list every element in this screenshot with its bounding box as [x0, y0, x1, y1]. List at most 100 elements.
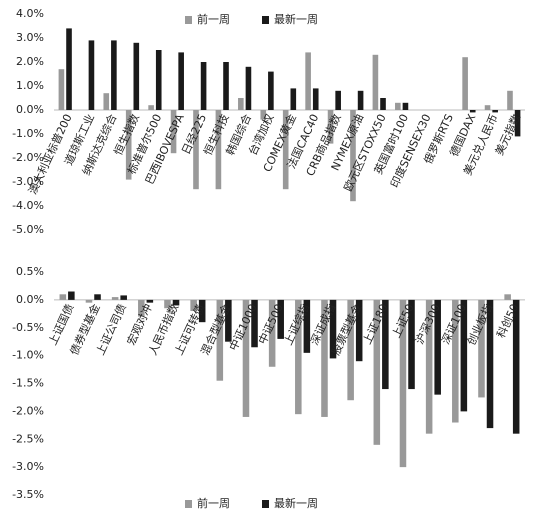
bar: [350, 110, 356, 202]
y-tick-label: 2.0%: [16, 55, 44, 68]
y-tick-label: -1.5%: [12, 377, 44, 390]
bar: [170, 110, 177, 154]
bar: [66, 28, 72, 110]
legend-label: 前一周: [197, 496, 230, 510]
bar: [295, 299, 302, 415]
bar: [242, 299, 250, 417]
bar: [172, 299, 180, 306]
bar: [282, 110, 289, 190]
y-tick-label: -4.0%: [12, 199, 44, 212]
bar: [504, 294, 511, 300]
y-tick-label: -2.5%: [12, 432, 44, 445]
bar: [462, 57, 468, 110]
bar: [88, 40, 95, 110]
bar: [452, 299, 459, 423]
legend-swatch: [185, 500, 192, 508]
bar: [193, 110, 199, 190]
bar: [103, 93, 110, 110]
bar: [94, 294, 101, 300]
legend-swatch: [262, 500, 269, 508]
bar: [138, 299, 145, 317]
bar: [290, 88, 297, 110]
bar: [120, 295, 127, 300]
y-tick-label: -5.0%: [12, 223, 44, 236]
bar: [514, 110, 521, 137]
bar: [245, 66, 252, 110]
bar: [329, 299, 337, 359]
bar: [268, 299, 276, 367]
bar: [507, 90, 513, 110]
legend-swatch: [262, 16, 269, 24]
y-tick-label: 0.5%: [16, 265, 44, 278]
bar: [425, 299, 433, 434]
bar: [486, 299, 494, 429]
bar: [321, 299, 328, 417]
legend-label: 最新一周: [274, 496, 318, 510]
bar: [399, 299, 407, 468]
bar: [111, 40, 117, 110]
bar: [327, 110, 334, 144]
bar: [59, 294, 67, 300]
bar: [268, 71, 274, 110]
bar: [347, 299, 354, 401]
y-tick-label: 4.0%: [16, 7, 44, 20]
y-tick-label: -2.0%: [12, 404, 44, 417]
bar: [125, 110, 132, 180]
bar: [133, 42, 140, 110]
bar: [469, 110, 476, 113]
bar: [372, 54, 379, 110]
bar: [216, 299, 224, 381]
legend-label: 最新一周: [274, 12, 318, 26]
bar: [68, 291, 75, 300]
legend-label: 前一周: [197, 12, 230, 26]
y-tick-label: -0.5%: [12, 321, 44, 334]
y-tick-label: 1.0%: [16, 79, 44, 92]
bar: [395, 102, 401, 110]
y-tick-label: 3.0%: [16, 31, 44, 44]
y-tick-label: 0.0%: [16, 103, 44, 116]
bar: [380, 98, 386, 110]
y-tick-label: -2.0%: [12, 151, 44, 164]
bar: [357, 90, 364, 110]
bar: [335, 90, 341, 110]
bar: [215, 110, 222, 190]
bar: [408, 299, 415, 390]
bar: [484, 105, 491, 110]
bar: [190, 299, 197, 312]
legend-swatch: [185, 16, 192, 24]
bar: [146, 299, 154, 303]
bar: [251, 299, 258, 348]
bar: [512, 299, 520, 434]
y-tick-label: -1.0%: [12, 127, 44, 140]
bar: [198, 299, 206, 323]
bar: [277, 299, 284, 339]
bar: [382, 299, 389, 390]
bar: [312, 88, 319, 110]
bar: [434, 299, 441, 395]
bar: [155, 50, 162, 110]
bar: [223, 62, 229, 110]
y-tick-label: -1.0%: [12, 349, 44, 362]
bar: [85, 299, 93, 303]
y-tick-label: -3.5%: [12, 488, 44, 501]
bar: [478, 299, 485, 398]
bar: [492, 110, 498, 113]
bar: [148, 105, 154, 110]
bar: [402, 102, 409, 110]
x-tick-label: 宏观对冲: [124, 301, 155, 347]
bar: [355, 299, 363, 362]
bar: [260, 110, 267, 120]
y-tick-label: -3.0%: [12, 460, 44, 473]
bar: [164, 299, 171, 309]
bar: [238, 98, 244, 110]
y-tick-label: 0.0%: [16, 293, 44, 306]
bar: [303, 299, 311, 353]
bar: [111, 297, 119, 300]
x-tick-label: 上证国债: [45, 301, 76, 347]
bar: [58, 69, 65, 110]
bar: [305, 52, 311, 110]
bar: [373, 299, 381, 445]
bar: [178, 52, 184, 110]
